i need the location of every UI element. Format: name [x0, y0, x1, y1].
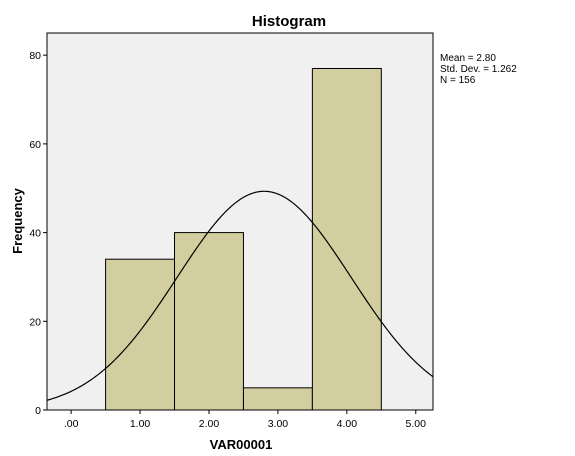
histogram-bar-2 — [174, 232, 244, 411]
x-tick-label: 4.00 — [337, 418, 358, 430]
histogram-bar-3 — [242, 387, 313, 411]
normal-curve — [46, 190, 434, 401]
x-axis-ticks: .00 1.00 2.00 3.00 4.00 5.00 — [64, 410, 426, 430]
stats-box: Mean = 2.80 Std. Dev. = 1.262 N = 156 — [440, 53, 517, 86]
stats-sd: Std. Dev. = 1.262 — [440, 64, 517, 75]
x-tick-label: 3.00 — [268, 418, 289, 430]
x-tick-label: 5.00 — [406, 418, 427, 430]
y-tick-label: 40 — [29, 228, 41, 240]
y-tick-label: 20 — [29, 316, 41, 328]
x-tick-label: 2.00 — [199, 418, 220, 430]
y-axis-label: Frequency — [10, 187, 25, 254]
y-tick-label: 0 — [35, 405, 41, 417]
x-tick-label: .00 — [64, 418, 79, 430]
chart-title: Histogram — [252, 13, 326, 30]
stats-n: N = 156 — [440, 75, 476, 86]
stats-mean: Mean = 2.80 — [440, 53, 496, 64]
y-tick-label: 80 — [29, 50, 41, 62]
y-axis-ticks: 0 20 40 60 80 — [29, 50, 47, 417]
x-axis-label: VAR00001 — [210, 437, 273, 452]
x-tick-label: 1.00 — [130, 418, 151, 430]
y-tick-label: 60 — [29, 139, 41, 151]
bars-group — [105, 67, 382, 411]
histogram-bar-1 — [105, 258, 176, 411]
histogram-bar-4 — [311, 67, 382, 411]
